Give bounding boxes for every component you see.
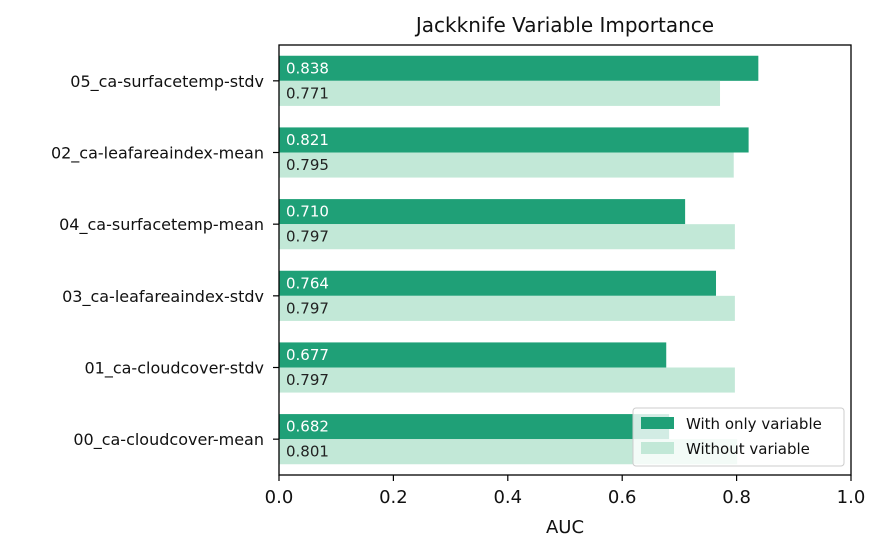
legend-label-0: With only variable <box>686 415 822 433</box>
value-label-with-3: 0.764 <box>286 274 329 292</box>
value-label-without-4: 0.797 <box>286 371 329 389</box>
bar-without-variable-2 <box>279 224 735 250</box>
x-tick-label-0: 0.0 <box>265 487 294 508</box>
value-label-without-1: 0.795 <box>286 156 329 174</box>
bar-without-variable-4 <box>279 367 735 393</box>
value-label-with-0: 0.838 <box>286 59 329 77</box>
bar-with-only-variable-0 <box>279 55 759 81</box>
y-tick-label-4: 01_ca-cloudcover-stdv <box>84 359 264 379</box>
x-tick-label-5: 1.0 <box>837 487 866 508</box>
y-tick-label-2: 04_ca-surfacetemp-mean <box>59 215 264 235</box>
value-label-with-2: 0.710 <box>286 203 329 221</box>
x-axis-label: AUC <box>546 517 584 538</box>
y-tick-label-5: 00_ca-cloudcover-mean <box>73 430 264 450</box>
legend-label-1: Without variable <box>686 440 810 458</box>
bar-without-variable-3 <box>279 295 735 321</box>
value-label-without-5: 0.801 <box>286 443 329 461</box>
x-tick-label-4: 0.8 <box>722 487 751 508</box>
bar-without-variable-0 <box>279 80 721 106</box>
value-label-with-5: 0.682 <box>286 418 329 436</box>
legend-swatch-0 <box>641 417 674 429</box>
bar-with-only-variable-5 <box>279 414 670 440</box>
y-tick-label-3: 03_ca-leafareaindex-stdv <box>62 287 264 307</box>
x-tick-label-1: 0.2 <box>379 487 408 508</box>
value-label-with-4: 0.677 <box>286 346 329 364</box>
legend: With only variable Without variable <box>632 407 845 467</box>
y-tick-label-1: 02_ca-leafareaindex-mean <box>51 144 264 164</box>
x-tick-label-3: 0.6 <box>608 487 637 508</box>
x-tick-label-2: 0.4 <box>493 487 522 508</box>
plot-frame <box>278 44 852 476</box>
bar-with-only-variable-1 <box>279 127 749 153</box>
value-label-with-1: 0.821 <box>286 131 329 149</box>
legend-swatch-1 <box>641 442 674 454</box>
bars-layer <box>279 55 759 465</box>
axes-layer: 05_ca-surfacetemp-stdv 02_ca-leafareainde… <box>51 44 866 508</box>
y-tick-label-0: 05_ca-surfacetemp-stdv <box>70 72 264 92</box>
value-labels-layer: 0.838 0.771 0.821 0.795 0.710 0.797 0.764 0.797… <box>286 59 329 460</box>
bar-with-only-variable-2 <box>279 199 686 225</box>
value-label-without-0: 0.771 <box>286 84 329 102</box>
value-label-without-2: 0.797 <box>286 228 329 246</box>
legend-box <box>632 407 845 467</box>
bar-without-variable-1 <box>279 152 734 178</box>
bar-with-only-variable-4 <box>279 342 667 368</box>
chart-title: Jackknife Variable Importance <box>414 13 714 37</box>
bar-with-only-variable-3 <box>279 270 717 296</box>
value-label-without-3: 0.797 <box>286 299 329 317</box>
